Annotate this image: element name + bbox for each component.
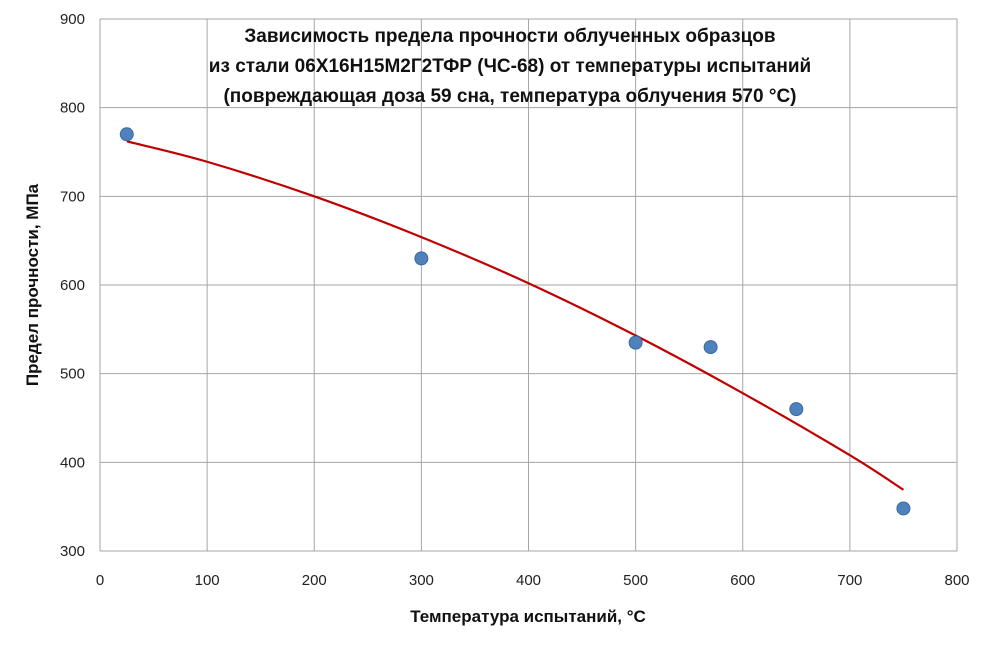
data-point: [628, 335, 643, 350]
y-tick-label: 800: [60, 100, 85, 117]
y-tick-label: 700: [60, 188, 85, 205]
x-tick-label: 200: [302, 572, 327, 589]
chart-title-line-1: Зависимость предела прочности облученных…: [244, 26, 775, 47]
trendline: [126, 140, 905, 491]
x-tick-label: 400: [516, 572, 541, 589]
x-tick-label: 500: [623, 572, 648, 589]
y-axis-title: Предел прочности, МПа: [23, 183, 42, 386]
data-point: [703, 340, 718, 355]
x-tick-labels: 0 100 200 300 400 500 600 700 800: [96, 572, 970, 589]
x-tick-label: 0: [96, 572, 104, 589]
y-tick-label: 600: [60, 277, 85, 294]
chart-title-line-3: (повреждающая доза 59 сна, температура о…: [223, 86, 796, 107]
data-point: [896, 501, 911, 516]
data-point: [414, 251, 429, 266]
y-tick-label: 500: [60, 366, 85, 383]
data-points: [119, 127, 911, 516]
y-tick-label: 300: [60, 543, 85, 560]
data-point: [119, 127, 134, 142]
x-tick-label: 700: [837, 572, 862, 589]
grid: [99, 18, 958, 552]
x-tick-label: 100: [195, 572, 220, 589]
y-tick-label: 400: [60, 454, 85, 471]
chart-title-line-2: из стали 06Х16Н15М2Г2ТФР (ЧС-68) от темп…: [209, 56, 811, 77]
data-point: [789, 402, 804, 417]
x-axis-title: Температура испытаний, °С: [410, 607, 646, 626]
x-tick-label: 600: [730, 572, 755, 589]
x-tick-label: 800: [944, 572, 969, 589]
trendline-group: [126, 140, 905, 491]
x-tick-label: 300: [409, 572, 434, 589]
y-tick-label: 900: [60, 11, 85, 28]
y-tick-labels: 300 400 500 600 700 800 900: [60, 11, 85, 560]
